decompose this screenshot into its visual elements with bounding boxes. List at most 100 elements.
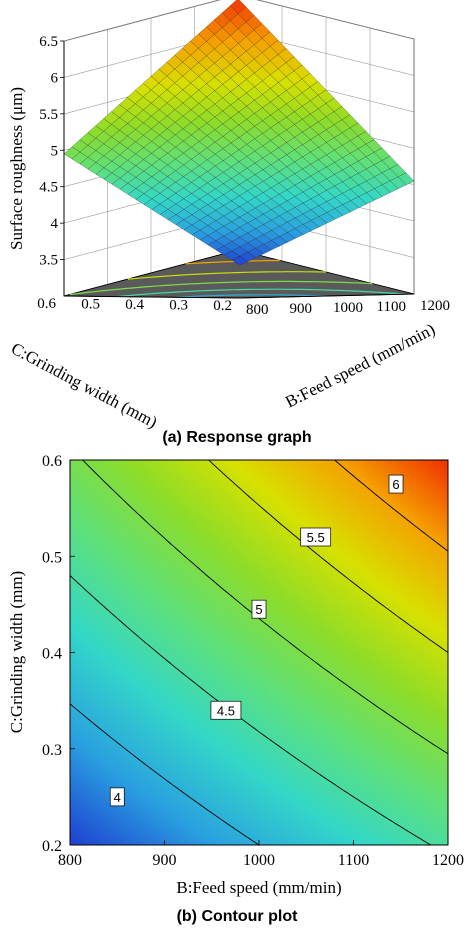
contour-cell bbox=[161, 800, 167, 806]
contour-cell bbox=[249, 812, 254, 818]
contour-cell bbox=[153, 484, 159, 489]
contour-cell bbox=[85, 576, 91, 581]
contour-cell bbox=[117, 464, 123, 469]
contour-cell bbox=[70, 472, 75, 477]
contour-cell bbox=[89, 820, 95, 826]
contour-cell bbox=[129, 656, 135, 662]
contour-cell bbox=[197, 676, 202, 682]
contour-cell bbox=[133, 832, 139, 838]
contour-cell bbox=[245, 572, 250, 577]
contour-cell bbox=[70, 556, 75, 561]
contour-cell bbox=[125, 520, 131, 525]
contour-cell bbox=[205, 460, 210, 465]
contour-cell bbox=[145, 568, 151, 573]
contour-cell bbox=[133, 552, 139, 557]
contour-cell bbox=[245, 716, 250, 722]
contour-cell bbox=[93, 656, 99, 662]
contour-cell bbox=[77, 544, 83, 549]
contour-cell bbox=[149, 832, 155, 838]
contour-cell bbox=[181, 464, 186, 469]
contour-cell bbox=[97, 464, 103, 469]
contour-cell bbox=[249, 480, 254, 485]
contour-cell bbox=[241, 472, 246, 477]
contour-cell bbox=[141, 648, 147, 654]
contour-cell bbox=[189, 580, 194, 585]
contour-cell bbox=[217, 616, 222, 622]
contour-cell bbox=[165, 652, 171, 658]
contour-cell bbox=[221, 596, 226, 601]
contour-cell bbox=[121, 676, 127, 682]
contour-cell bbox=[197, 712, 202, 718]
contour-cell bbox=[149, 472, 155, 477]
contour-cell bbox=[70, 484, 75, 489]
contour-cell bbox=[249, 660, 254, 666]
contour-cell bbox=[129, 792, 135, 798]
contour-cell bbox=[229, 760, 234, 766]
contour-cell bbox=[93, 736, 99, 742]
contour-cell bbox=[241, 824, 246, 830]
contour-cell bbox=[109, 732, 115, 738]
contour-cell bbox=[113, 624, 119, 630]
contour-cell bbox=[77, 732, 83, 738]
contour-cell bbox=[161, 564, 167, 569]
contour-cell bbox=[165, 492, 171, 497]
contour-cell bbox=[145, 832, 151, 838]
contour-cell bbox=[165, 568, 171, 573]
contour-cell bbox=[113, 548, 119, 553]
contour-cell bbox=[145, 728, 151, 734]
contour-cell bbox=[121, 712, 127, 718]
x-axis-line-3d bbox=[239, 293, 415, 299]
contour-cell bbox=[185, 620, 190, 626]
contour-cell bbox=[165, 836, 171, 842]
contour-cell bbox=[249, 832, 254, 838]
contour-cell bbox=[221, 612, 226, 618]
contour-cell bbox=[121, 672, 127, 678]
contour-cell bbox=[113, 776, 119, 782]
contour-cell bbox=[97, 476, 103, 481]
contour-cell bbox=[245, 812, 250, 818]
contour-cell bbox=[221, 580, 226, 585]
contour-cell bbox=[129, 716, 135, 722]
contour-cell bbox=[221, 784, 226, 790]
contour-cell bbox=[70, 592, 75, 597]
contour-cell bbox=[129, 504, 135, 509]
contour-cell bbox=[105, 612, 111, 618]
contour-cell bbox=[97, 732, 103, 738]
contour-cell bbox=[249, 620, 254, 626]
contour-cell bbox=[81, 724, 87, 730]
contour-cell bbox=[165, 588, 171, 593]
contour-cell bbox=[137, 560, 143, 565]
contour-cell bbox=[165, 716, 171, 722]
contour-cell bbox=[237, 552, 242, 557]
contour-cell bbox=[97, 768, 103, 774]
contour-cell bbox=[101, 636, 107, 642]
contour-cell bbox=[109, 772, 115, 778]
contour-cell bbox=[229, 696, 234, 702]
contour-cell bbox=[233, 772, 238, 778]
contour-cell bbox=[213, 748, 218, 754]
contour-cell bbox=[129, 548, 135, 553]
contour-cell bbox=[121, 804, 127, 810]
contour-cell bbox=[153, 592, 159, 597]
contour-cell bbox=[193, 752, 198, 758]
contour-cell bbox=[133, 708, 139, 714]
contour-cell bbox=[217, 772, 222, 778]
contour-cell bbox=[97, 516, 103, 521]
contour-cell bbox=[121, 600, 127, 605]
contour-cell bbox=[213, 532, 218, 537]
contour-cell bbox=[221, 736, 226, 742]
contour-cell bbox=[233, 680, 238, 686]
contour-cell bbox=[97, 588, 103, 593]
contour-cell bbox=[73, 784, 79, 790]
contour-cell bbox=[93, 548, 99, 553]
contour-cell bbox=[105, 724, 111, 730]
contour-cell bbox=[113, 640, 119, 646]
contour-cell bbox=[97, 672, 103, 678]
contour-cell bbox=[249, 752, 254, 758]
contour-cell bbox=[169, 748, 175, 754]
contour-cell bbox=[97, 652, 103, 658]
contour-cell bbox=[153, 512, 159, 517]
contour-cell bbox=[109, 544, 115, 549]
contour-cell bbox=[81, 808, 87, 814]
contour-cell bbox=[205, 536, 210, 541]
